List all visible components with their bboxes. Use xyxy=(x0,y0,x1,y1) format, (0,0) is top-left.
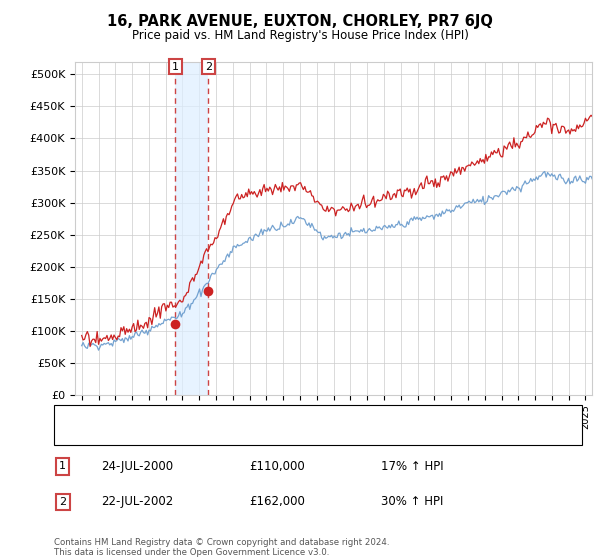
Text: 1: 1 xyxy=(172,62,179,72)
Text: £162,000: £162,000 xyxy=(250,495,305,508)
Text: 2: 2 xyxy=(205,62,212,72)
Text: 2: 2 xyxy=(59,497,67,507)
Bar xyxy=(175,62,208,395)
Text: 16, PARK AVENUE, EUXTON, CHORLEY, PR7 6JQ: 16, PARK AVENUE, EUXTON, CHORLEY, PR7 6J… xyxy=(107,14,493,29)
Text: Contains HM Land Registry data © Crown copyright and database right 2024.
This d: Contains HM Land Registry data © Crown c… xyxy=(54,538,389,557)
Text: 30% ↑ HPI: 30% ↑ HPI xyxy=(382,495,444,508)
FancyBboxPatch shape xyxy=(54,405,582,445)
Text: Price paid vs. HM Land Registry's House Price Index (HPI): Price paid vs. HM Land Registry's House … xyxy=(131,29,469,42)
Text: 16, PARK AVENUE, EUXTON, CHORLEY, PR7 6JQ (detached house): 16, PARK AVENUE, EUXTON, CHORLEY, PR7 6J… xyxy=(107,409,446,419)
Text: 22-JUL-2002: 22-JUL-2002 xyxy=(101,495,174,508)
Text: HPI: Average price, detached house, Chorley: HPI: Average price, detached house, Chor… xyxy=(107,430,340,440)
Text: 1: 1 xyxy=(59,461,66,472)
Text: 24-JUL-2000: 24-JUL-2000 xyxy=(101,460,173,473)
Text: 17% ↑ HPI: 17% ↑ HPI xyxy=(382,460,444,473)
Text: £110,000: £110,000 xyxy=(250,460,305,473)
